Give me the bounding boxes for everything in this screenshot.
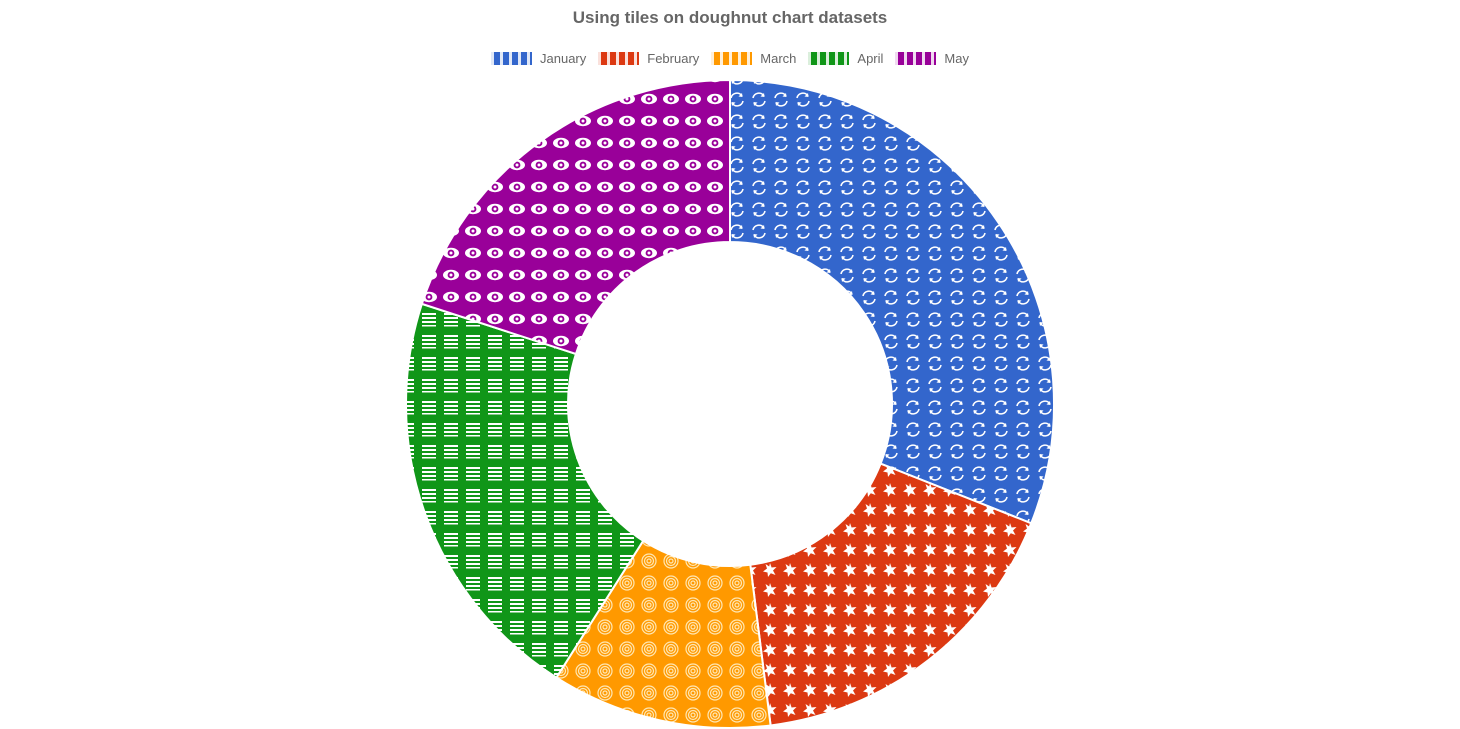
legend-swatch-february [598, 52, 640, 65]
legend-label-april: April [857, 51, 884, 66]
legend-item-february[interactable]: February [598, 51, 699, 66]
slice-january[interactable] [729, 78, 1055, 525]
legend-label-march: March [760, 51, 797, 66]
legend-item-january[interactable]: January [491, 51, 586, 66]
legend-swatch-march [711, 52, 753, 65]
slice-february[interactable] [749, 462, 1033, 727]
legend: January February March April May [0, 51, 1460, 66]
legend-label-january: January [540, 51, 587, 66]
chart-title: Using tiles on doughnut chart datasets [572, 8, 888, 27]
legend-item-march[interactable]: March [711, 51, 796, 66]
legend-swatch-january [491, 52, 532, 65]
legend-swatch-may [895, 52, 937, 65]
legend-label-february: February [647, 51, 700, 66]
legend-item-may[interactable]: May [895, 51, 969, 66]
legend-label-may: May [944, 51, 969, 66]
slice-april[interactable] [405, 302, 645, 679]
legend-swatch-april [808, 52, 850, 65]
legend-item-april[interactable]: April [808, 51, 883, 66]
slice-may[interactable] [420, 78, 731, 356]
